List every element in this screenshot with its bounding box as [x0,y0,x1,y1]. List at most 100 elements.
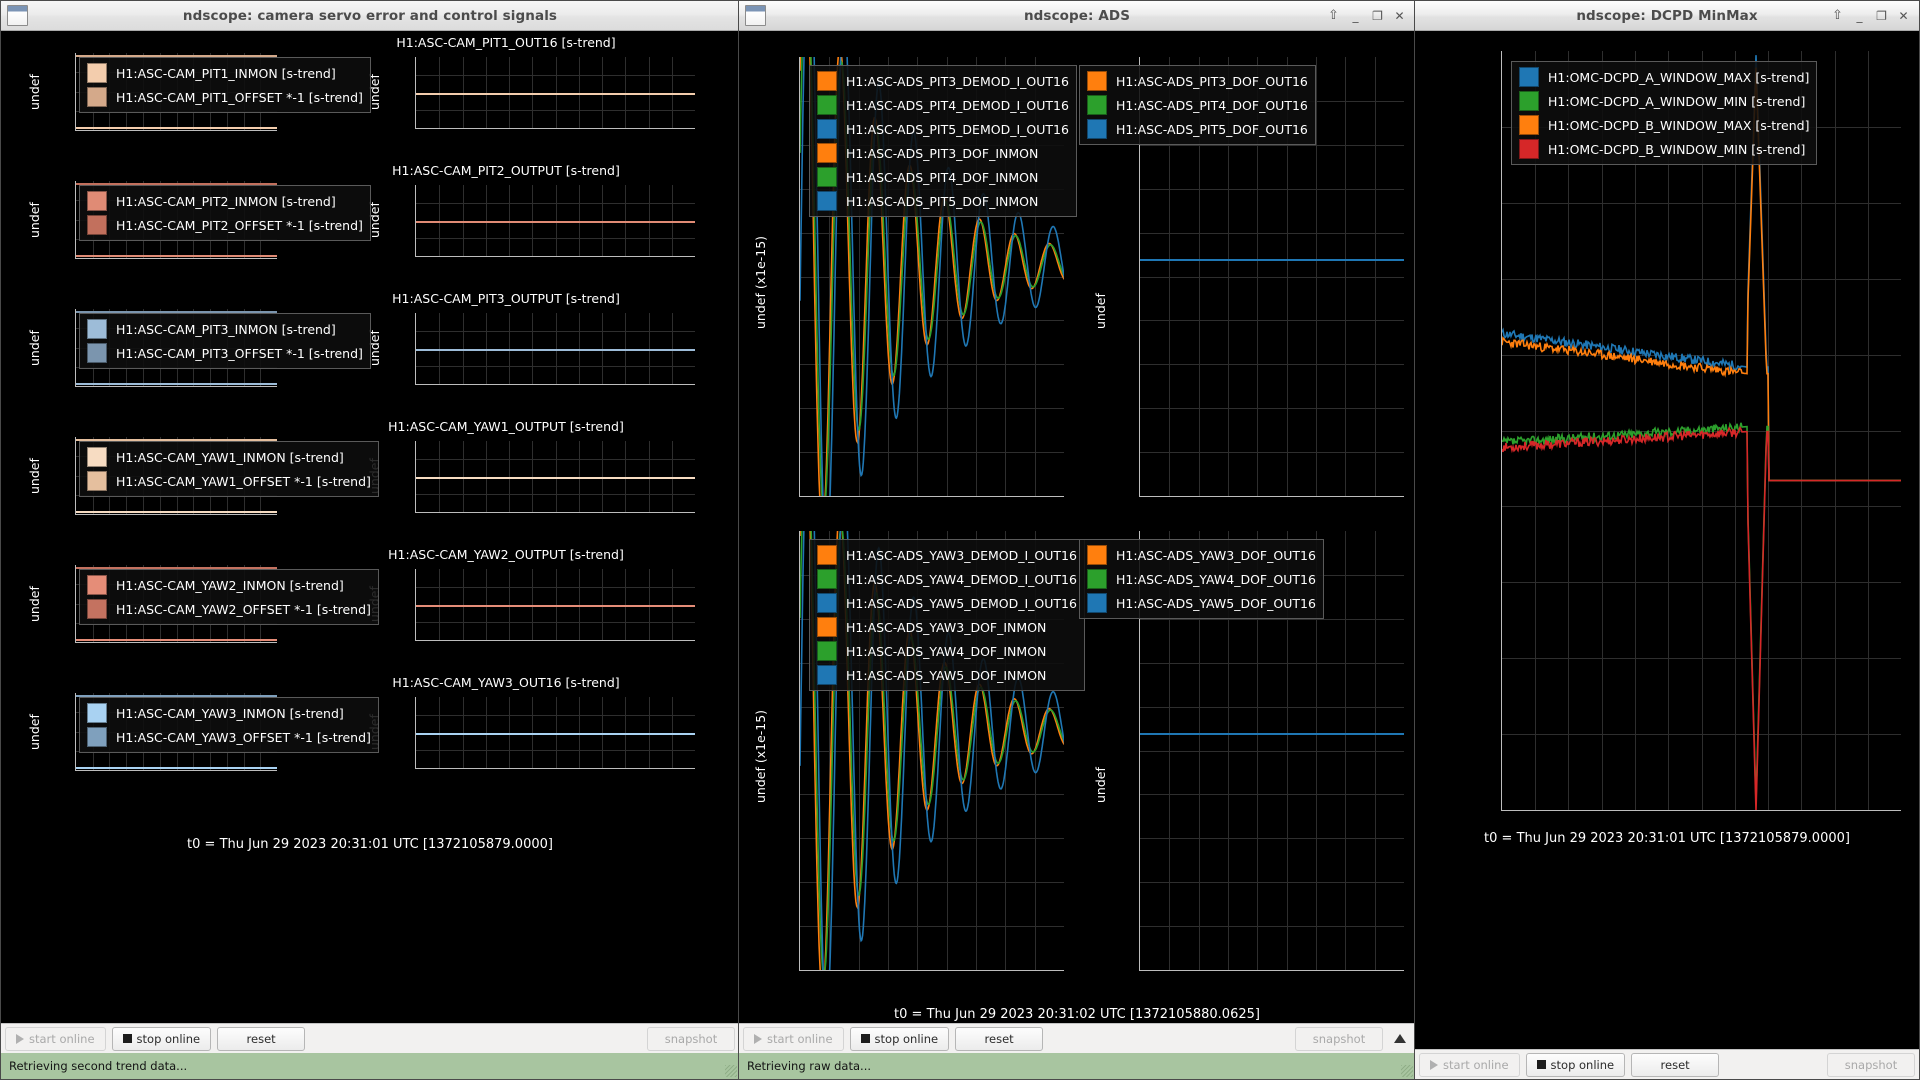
plot-legend: H1:ASC-CAM_PIT3_INMON [s-trend] H1:ASC-CA… [79,313,371,369]
plot-axes-right-3[interactable]: 10000-1000-5m-4m-3m-2m-1m0 [415,441,695,513]
shade-icon[interactable]: ⇧ [1832,8,1843,23]
start-online-button[interactable]: start online [743,1026,844,1051]
plot-axes-dcpd[interactable]: 5000004000003000002000001000000-100000-2… [1501,51,1901,811]
status-text: Retrieving second trend data... [9,1059,188,1073]
stop-online-button[interactable]: stop online [1525,1052,1626,1077]
y-axis-label: undef [27,202,42,238]
legend-label: H1:OMC-DCPD_B_WINDOW_MAX [s-trend] [1548,117,1810,133]
resize-grip[interactable] [725,1065,737,1077]
legend-row: H1:OMC-DCPD_A_WINDOW_MIN [s-trend] [1519,91,1809,111]
plot-legend: H1:ASC-CAM_PIT2_INMON [s-trend] H1:ASC-CA… [79,185,371,241]
control-bar-dcpd: start online stop online reset snapshot [1415,1049,1919,1079]
legend-swatch [1087,95,1107,115]
plot-axes-right-2[interactable]: 10000-1000-5m-4m-3m-2m-1m0 [415,313,695,385]
legend-swatch [87,319,107,339]
legend-swatch [817,191,837,211]
legend-row: H1:ASC-ADS_YAW5_DOF_OUT16 [1087,593,1316,613]
plot-legend: H1:ASC-CAM_YAW1_INMON [s-trend] H1:ASC-CA… [79,441,379,497]
maximize-icon[interactable]: ❐ [1876,8,1887,23]
legend-swatch [817,569,837,589]
window-title: ndscope: camera servo error and control … [182,7,558,24]
snapshot-button[interactable]: snapshot [1295,1026,1383,1051]
legend-row: H1:ASC-CAM_YAW1_OFFSET *-1 [s-trend] [87,471,371,491]
legend-label: H1:ASC-ADS_PIT4_DEMOD_I_OUT16 [846,97,1069,113]
legend-label: H1:OMC-DCPD_B_WINDOW_MIN [s-trend] [1548,141,1806,157]
legend-swatch [87,599,107,619]
plot-axes-right-4[interactable]: 20000-2000-5m-4m-3m-2m-1m0 [415,569,695,641]
plot-legend: H1:ASC-CAM_YAW2_INMON [s-trend] H1:ASC-CA… [79,569,379,625]
legend-row: H1:ASC-ADS_PIT3_DEMOD_I_OUT16 [817,71,1069,91]
legend-row: H1:ASC-ADS_PIT5_DOF_OUT16 [1087,119,1308,139]
legend-swatch [817,167,837,187]
legend-label: H1:ASC-CAM_PIT2_OFFSET *-1 [s-trend] [116,217,363,233]
legend-swatch [817,119,837,139]
legend-swatch [817,545,837,565]
plot-canvas-dcpd[interactable]: 5000004000003000002000001000000-100000-2… [1415,31,1919,1049]
legend-row: H1:ASC-ADS_YAW4_DEMOD_I_OUT16 [817,569,1077,589]
legend-row: H1:OMC-DCPD_B_WINDOW_MIN [s-trend] [1519,139,1809,159]
y-axis-label: undef [27,330,42,366]
reset-button[interactable]: reset [217,1026,306,1051]
legend-swatch [87,343,107,363]
titlebar-dcpd[interactable]: ndscope: DCPD MinMax ⇧ _ ❐ ✕ [1415,1,1919,31]
window-camera-servo[interactable]: ndscope: camera servo error and control … [0,0,740,1080]
plot-canvas-ads[interactable]: 43210-1-2-3-1m,30s-1m-30s0undef (x1e-15)… [739,31,1415,1023]
legend-swatch [87,703,107,723]
window-ads[interactable]: ndscope: ADS ⇧ _ ❐ ✕ 43210-1-2-3-1m,30s-… [738,0,1416,1080]
start-online-button[interactable]: start online [1419,1052,1520,1077]
minimize-icon[interactable]: _ [1352,8,1359,23]
legend-swatch [87,215,107,235]
legend-row: H1:ASC-ADS_YAW4_DOF_INMON [817,641,1077,661]
dcpd-traces [1502,55,1901,810]
stop-icon [122,1034,132,1043]
plot-title-right-0: H1:ASC-CAM_PIT1_OUT16 [s-trend] [396,35,616,50]
legend-label: H1:ASC-ADS_PIT3_DOF_OUT16 [1116,73,1308,89]
stop-icon [860,1034,870,1043]
legend-swatch [87,63,107,83]
plot-title-right-1: H1:ASC-CAM_PIT2_OUTPUT [s-trend] [392,163,620,178]
titlebar-ads[interactable]: ndscope: ADS ⇧ _ ❐ ✕ [739,1,1415,31]
legend-swatch [1087,71,1107,91]
legend-swatch [1519,139,1539,159]
legend-swatch [1087,545,1107,565]
plot-axes-pit-dof[interactable]: 2e-381e-380-1e-38-2e-38-1m,30s-1m-30s0 [1139,57,1404,497]
status-bar-camera-servo: Retrieving second trend data... [1,1053,739,1079]
legend-label: H1:ASC-ADS_PIT4_DOF_INMON [846,169,1039,185]
shade-icon[interactable]: ⇧ [1328,8,1339,23]
plot-axes-right-0[interactable]: 2e-350-2e-35-5m-4m-3m-2m-1m0 [415,57,695,129]
reset-button[interactable]: reset [955,1026,1044,1051]
plot-title-right-2: H1:ASC-CAM_PIT3_OUTPUT [s-trend] [392,291,620,306]
plot-grid [1140,57,1404,496]
stop-online-button[interactable]: stop online [111,1026,212,1051]
window-dcpd-minmax[interactable]: ndscope: DCPD MinMax ⇧ _ ❐ ✕ 50000040000… [1414,0,1920,1080]
legend-label: H1:ASC-ADS_PIT3_DOF_INMON [846,145,1039,161]
control-bar-ads: start online stop online reset snapshot [739,1023,1415,1053]
legend-row: H1:ASC-ADS_PIT4_DOF_OUT16 [1087,95,1308,115]
legend-swatch [817,95,837,115]
start-online-button[interactable]: start online [5,1026,106,1051]
snapshot-button[interactable]: snapshot [1827,1052,1915,1077]
legend-row: H1:ASC-ADS_PIT3_DOF_INMON [817,143,1069,163]
titlebar-camera-servo[interactable]: ndscope: camera servo error and control … [1,1,739,31]
close-icon[interactable]: ✕ [1898,8,1909,23]
expand-up-icon[interactable] [1394,1034,1406,1043]
snapshot-button[interactable]: snapshot [647,1026,735,1051]
plot-legend: H1:ASC-ADS_PIT3_DEMOD_I_OUT16 H1:ASC-ADS_… [809,65,1077,217]
legend-swatch [87,191,107,211]
legend-label: H1:ASC-ADS_YAW3_DEMOD_I_OUT16 [846,547,1077,563]
maximize-icon[interactable]: ❐ [1372,8,1383,23]
plot-canvas-camera-servo[interactable]: 2001000-5m-4m-3m-2m-1m0undefH1:ASC-CAM_P… [1,31,739,1023]
minimize-icon[interactable]: _ [1856,8,1863,23]
legend-row: H1:ASC-CAM_YAW2_INMON [s-trend] [87,575,371,595]
reset-button[interactable]: reset [1631,1052,1720,1077]
legend-label: H1:ASC-ADS_PIT5_DOF_OUT16 [1116,121,1308,137]
legend-row: H1:ASC-CAM_YAW3_OFFSET *-1 [s-trend] [87,727,371,747]
legend-row: H1:ASC-ADS_YAW5_DEMOD_I_OUT16 [817,593,1077,613]
stop-online-button[interactable]: stop online [849,1026,950,1051]
close-icon[interactable]: ✕ [1394,8,1405,23]
resize-grip[interactable] [1401,1065,1413,1077]
legend-swatch [87,447,107,467]
plot-axes-right-5[interactable]: 0-5m-4m-3m-2m-1m0 [415,697,695,769]
legend-row: H1:ASC-ADS_YAW3_DEMOD_I_OUT16 [817,545,1077,565]
plot-axes-right-1[interactable]: 0-5m-4m-3m-2m-1m0 [415,185,695,257]
